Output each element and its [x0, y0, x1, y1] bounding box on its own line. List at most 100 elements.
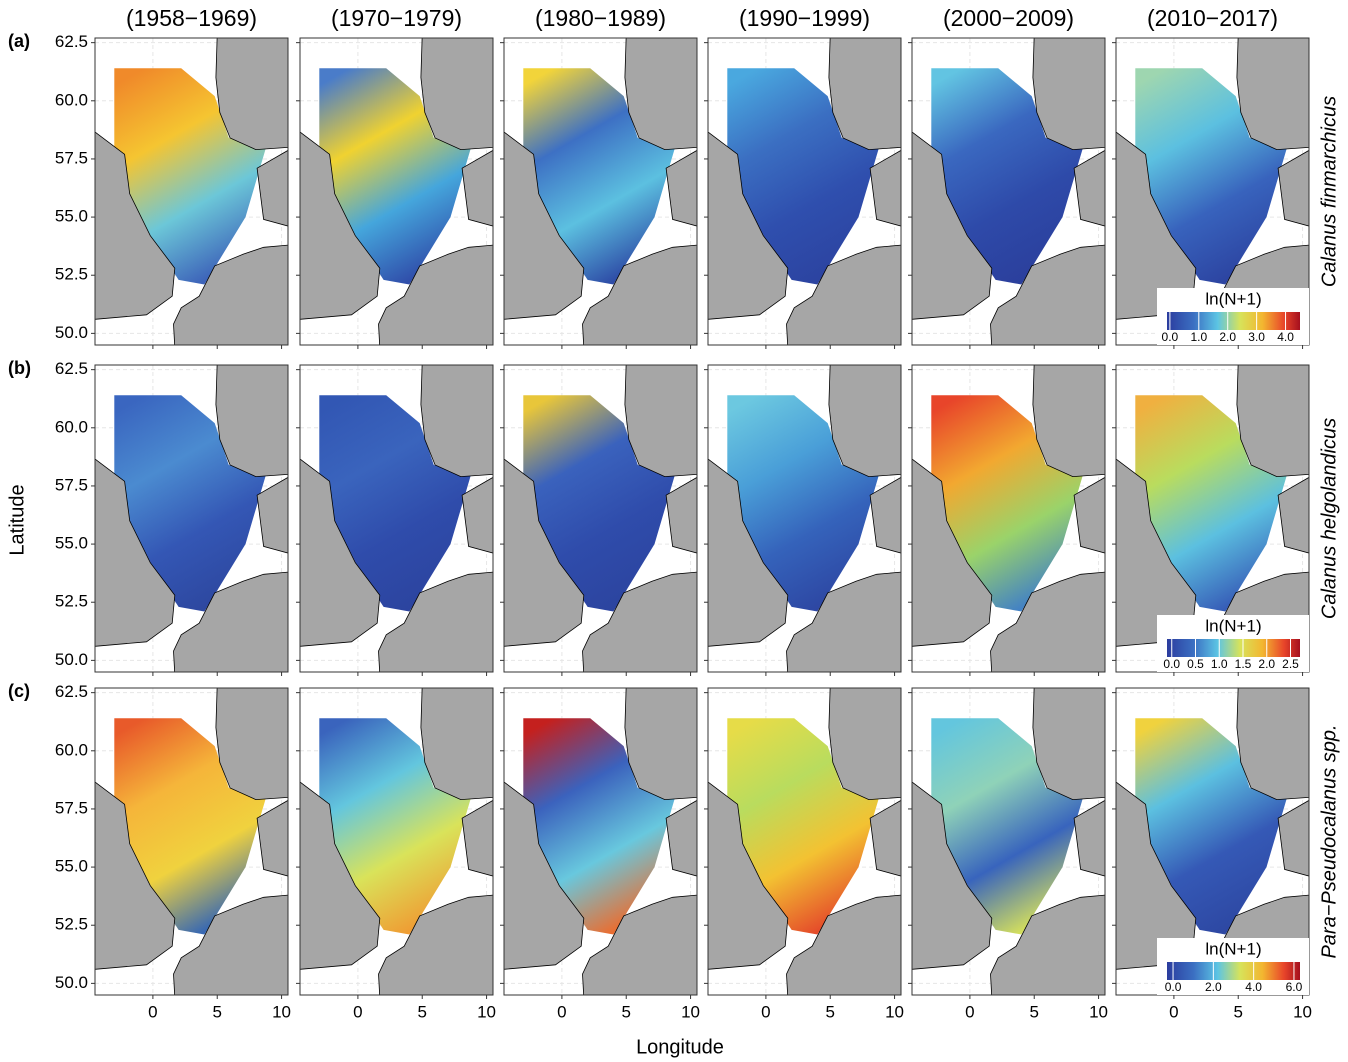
- panel: [95, 688, 288, 995]
- abundance-field: [1135, 718, 1288, 935]
- panel: [708, 688, 901, 995]
- legend-title: ln(N+1): [1205, 939, 1261, 958]
- panel: [504, 38, 697, 345]
- y-tick-label: 60.0: [55, 740, 88, 759]
- column-title: (1980−1989): [535, 5, 666, 31]
- abundance-field: [931, 718, 1084, 935]
- abundance-field: [114, 68, 267, 285]
- colorbar-tick-label: 3.0: [1248, 330, 1265, 344]
- colorbar-tick-label: 2.0: [1205, 980, 1222, 994]
- land: [1236, 688, 1309, 801]
- land: [504, 781, 585, 970]
- abundance-field: [319, 68, 472, 285]
- panel: [300, 688, 493, 995]
- colorbar-tick-label: 0.5: [1187, 657, 1204, 671]
- y-axis-label: Latitude: [6, 484, 28, 555]
- land: [378, 571, 493, 672]
- land: [173, 244, 288, 345]
- land: [786, 244, 901, 345]
- panel-frame: [911, 364, 1106, 673]
- panel: [708, 365, 901, 672]
- y-tick-label: 50.0: [55, 323, 88, 342]
- y-tick-label: 57.5: [55, 148, 88, 167]
- panel: [300, 38, 493, 345]
- land: [215, 365, 288, 478]
- panel: [95, 38, 288, 345]
- land: [582, 244, 697, 345]
- land: [420, 688, 493, 801]
- panel: [912, 688, 1105, 995]
- land: [1236, 365, 1309, 478]
- land: [786, 571, 901, 672]
- abundance-field: [523, 68, 676, 285]
- colorbar-tick-label: 1.0: [1190, 330, 1207, 344]
- abundance-field: [319, 395, 472, 612]
- land: [215, 38, 288, 151]
- y-tick-label: 60.0: [55, 90, 88, 109]
- column-title: (1958−1969): [126, 5, 257, 31]
- y-tick-label: 62.5: [55, 682, 88, 701]
- land: [256, 476, 288, 554]
- land: [1116, 458, 1197, 647]
- land: [1116, 781, 1197, 970]
- land: [912, 781, 993, 970]
- legend-title: ln(N+1): [1205, 616, 1261, 635]
- land: [828, 688, 901, 801]
- land: [912, 131, 993, 320]
- land: [869, 149, 901, 227]
- land: [990, 244, 1105, 345]
- x-tick-label: 0: [353, 1002, 362, 1021]
- land: [665, 149, 697, 227]
- x-tick-label: 10: [681, 1002, 700, 1021]
- x-tick-label: 5: [212, 1002, 221, 1021]
- x-tick-label: 0: [965, 1002, 974, 1021]
- abundance-field: [523, 718, 676, 935]
- colorbar-tick-label: 4.0: [1245, 980, 1262, 994]
- abundance-field: [1135, 395, 1288, 612]
- abundance-field: [727, 68, 880, 285]
- land: [461, 476, 493, 554]
- land: [300, 458, 381, 647]
- panel-frame: [911, 687, 1106, 996]
- y-tick-label: 50.0: [55, 973, 88, 992]
- land: [665, 476, 697, 554]
- x-tick-label: 10: [885, 1002, 904, 1021]
- land: [1073, 799, 1105, 877]
- colorbar-tick-label: 0.0: [1165, 980, 1182, 994]
- land: [582, 894, 697, 995]
- land: [215, 688, 288, 801]
- x-axis-label: Longitude: [636, 1036, 724, 1058]
- colorbar: [1167, 312, 1300, 330]
- land: [828, 365, 901, 478]
- abundance-field: [1135, 68, 1288, 285]
- column-title: (2000−2009): [943, 5, 1074, 31]
- x-tick-label: 10: [272, 1002, 291, 1021]
- panel: [504, 688, 697, 995]
- land: [1277, 476, 1309, 554]
- land: [256, 149, 288, 227]
- row-tag: (c): [8, 681, 30, 701]
- column-title: (1970−1979): [331, 5, 462, 31]
- panel-frame: [707, 364, 902, 673]
- colorbar-tick-label: 6.0: [1286, 980, 1303, 994]
- panel: [708, 38, 901, 345]
- panel: [912, 38, 1105, 345]
- colorbar-tick-label: 0.0: [1163, 657, 1180, 671]
- land: [990, 571, 1105, 672]
- panel: [95, 365, 288, 672]
- land: [1032, 365, 1105, 478]
- abundance-field: [931, 68, 1084, 285]
- land: [173, 894, 288, 995]
- column-title: (2010−2017): [1147, 5, 1278, 31]
- colorbar-tick-label: 2.0: [1219, 330, 1236, 344]
- y-tick-label: 52.5: [55, 592, 88, 611]
- panel-frame: [503, 37, 698, 346]
- x-tick-label: 0: [148, 1002, 157, 1021]
- y-tick-label: 55.0: [55, 207, 88, 226]
- y-tick-label: 50.0: [55, 650, 88, 669]
- land: [504, 131, 585, 320]
- colorbar-tick-label: 0.0: [1162, 330, 1179, 344]
- panel-frame: [707, 37, 902, 346]
